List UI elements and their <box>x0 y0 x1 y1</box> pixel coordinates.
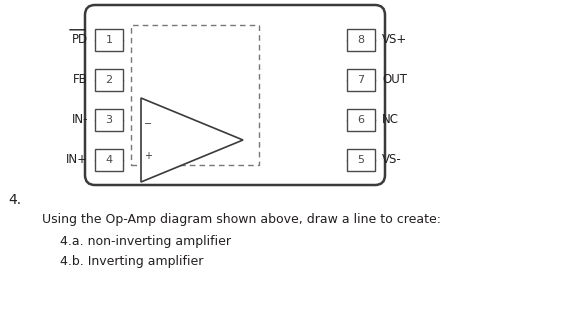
Bar <box>131 25 259 165</box>
Text: 3: 3 <box>105 115 113 125</box>
Text: 8: 8 <box>358 35 365 45</box>
FancyBboxPatch shape <box>85 5 385 185</box>
Text: 2: 2 <box>105 75 113 85</box>
Bar <box>347 109 375 131</box>
Text: 4.b. Inverting amplifier: 4.b. Inverting amplifier <box>60 255 204 268</box>
Bar <box>95 149 123 171</box>
Text: 5: 5 <box>358 155 365 165</box>
Text: PD: PD <box>72 33 88 46</box>
Text: 1: 1 <box>105 35 113 45</box>
Text: 4.a. non-inverting amplifier: 4.a. non-inverting amplifier <box>60 236 231 249</box>
Bar <box>95 29 123 51</box>
Text: Using the Op-Amp diagram shown above, draw a line to create:: Using the Op-Amp diagram shown above, dr… <box>42 214 441 227</box>
Text: IN+: IN+ <box>66 153 88 166</box>
Bar <box>95 69 123 91</box>
Text: +: + <box>144 151 152 161</box>
Bar <box>347 149 375 171</box>
Text: NC: NC <box>382 113 399 126</box>
Text: IN-: IN- <box>71 113 88 126</box>
Bar <box>95 109 123 131</box>
Text: −: − <box>144 119 152 129</box>
Text: 4: 4 <box>105 155 113 165</box>
Text: 4.: 4. <box>8 193 21 207</box>
Bar <box>347 69 375 91</box>
Polygon shape <box>141 98 243 182</box>
Text: OUT: OUT <box>382 73 407 86</box>
Text: 6: 6 <box>358 115 365 125</box>
Text: VS-: VS- <box>382 153 402 166</box>
Bar <box>347 29 375 51</box>
Text: 7: 7 <box>358 75 365 85</box>
Text: VS+: VS+ <box>382 33 407 46</box>
Text: FB: FB <box>73 73 88 86</box>
